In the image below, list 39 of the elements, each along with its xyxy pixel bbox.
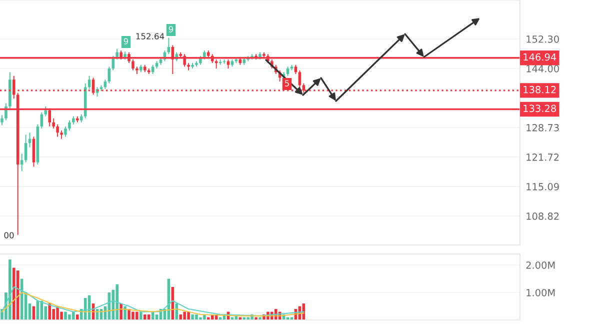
annotation: 152.64 <box>136 33 164 40</box>
y-tick-label: 144.00 <box>526 64 559 72</box>
bar <box>140 312 142 320</box>
line-series <box>1 292 304 316</box>
bar <box>68 314 71 320</box>
bar <box>132 312 134 320</box>
bar <box>120 304 122 320</box>
annotation: 9 <box>124 38 128 44</box>
bar <box>183 312 186 320</box>
bar <box>12 268 16 320</box>
ref-line-label: 133.28 <box>524 104 556 112</box>
bar <box>124 306 126 320</box>
ref-line-label: 146.94 <box>524 53 556 61</box>
y-tick-label: 128.73 <box>526 124 559 132</box>
annotation: 00 <box>4 232 14 238</box>
bar <box>48 304 52 320</box>
bar <box>16 270 20 320</box>
bar <box>179 314 182 320</box>
bar <box>60 312 63 320</box>
y-tick-label: 152.30 <box>526 35 559 43</box>
bar <box>64 312 67 320</box>
bar <box>116 284 118 320</box>
annotation: 5 <box>284 80 289 86</box>
y-tick-label: 2.00M <box>526 261 555 269</box>
bar <box>187 312 190 320</box>
bar <box>76 314 79 320</box>
bar <box>195 314 198 320</box>
bar <box>143 314 146 320</box>
bar <box>8 260 12 320</box>
bar <box>72 312 75 320</box>
annotation: 9 <box>168 26 174 32</box>
y-tick-label: 108.82 <box>526 212 559 220</box>
y-tick-label: 1.00M <box>526 288 555 296</box>
bar <box>191 314 194 320</box>
y-tick-label: 121.72 <box>526 154 559 161</box>
bar <box>136 312 138 320</box>
line-series <box>1 286 304 316</box>
ref-line-label: 138.12 <box>524 86 556 94</box>
y-tick-label: 115.09 <box>526 183 559 190</box>
